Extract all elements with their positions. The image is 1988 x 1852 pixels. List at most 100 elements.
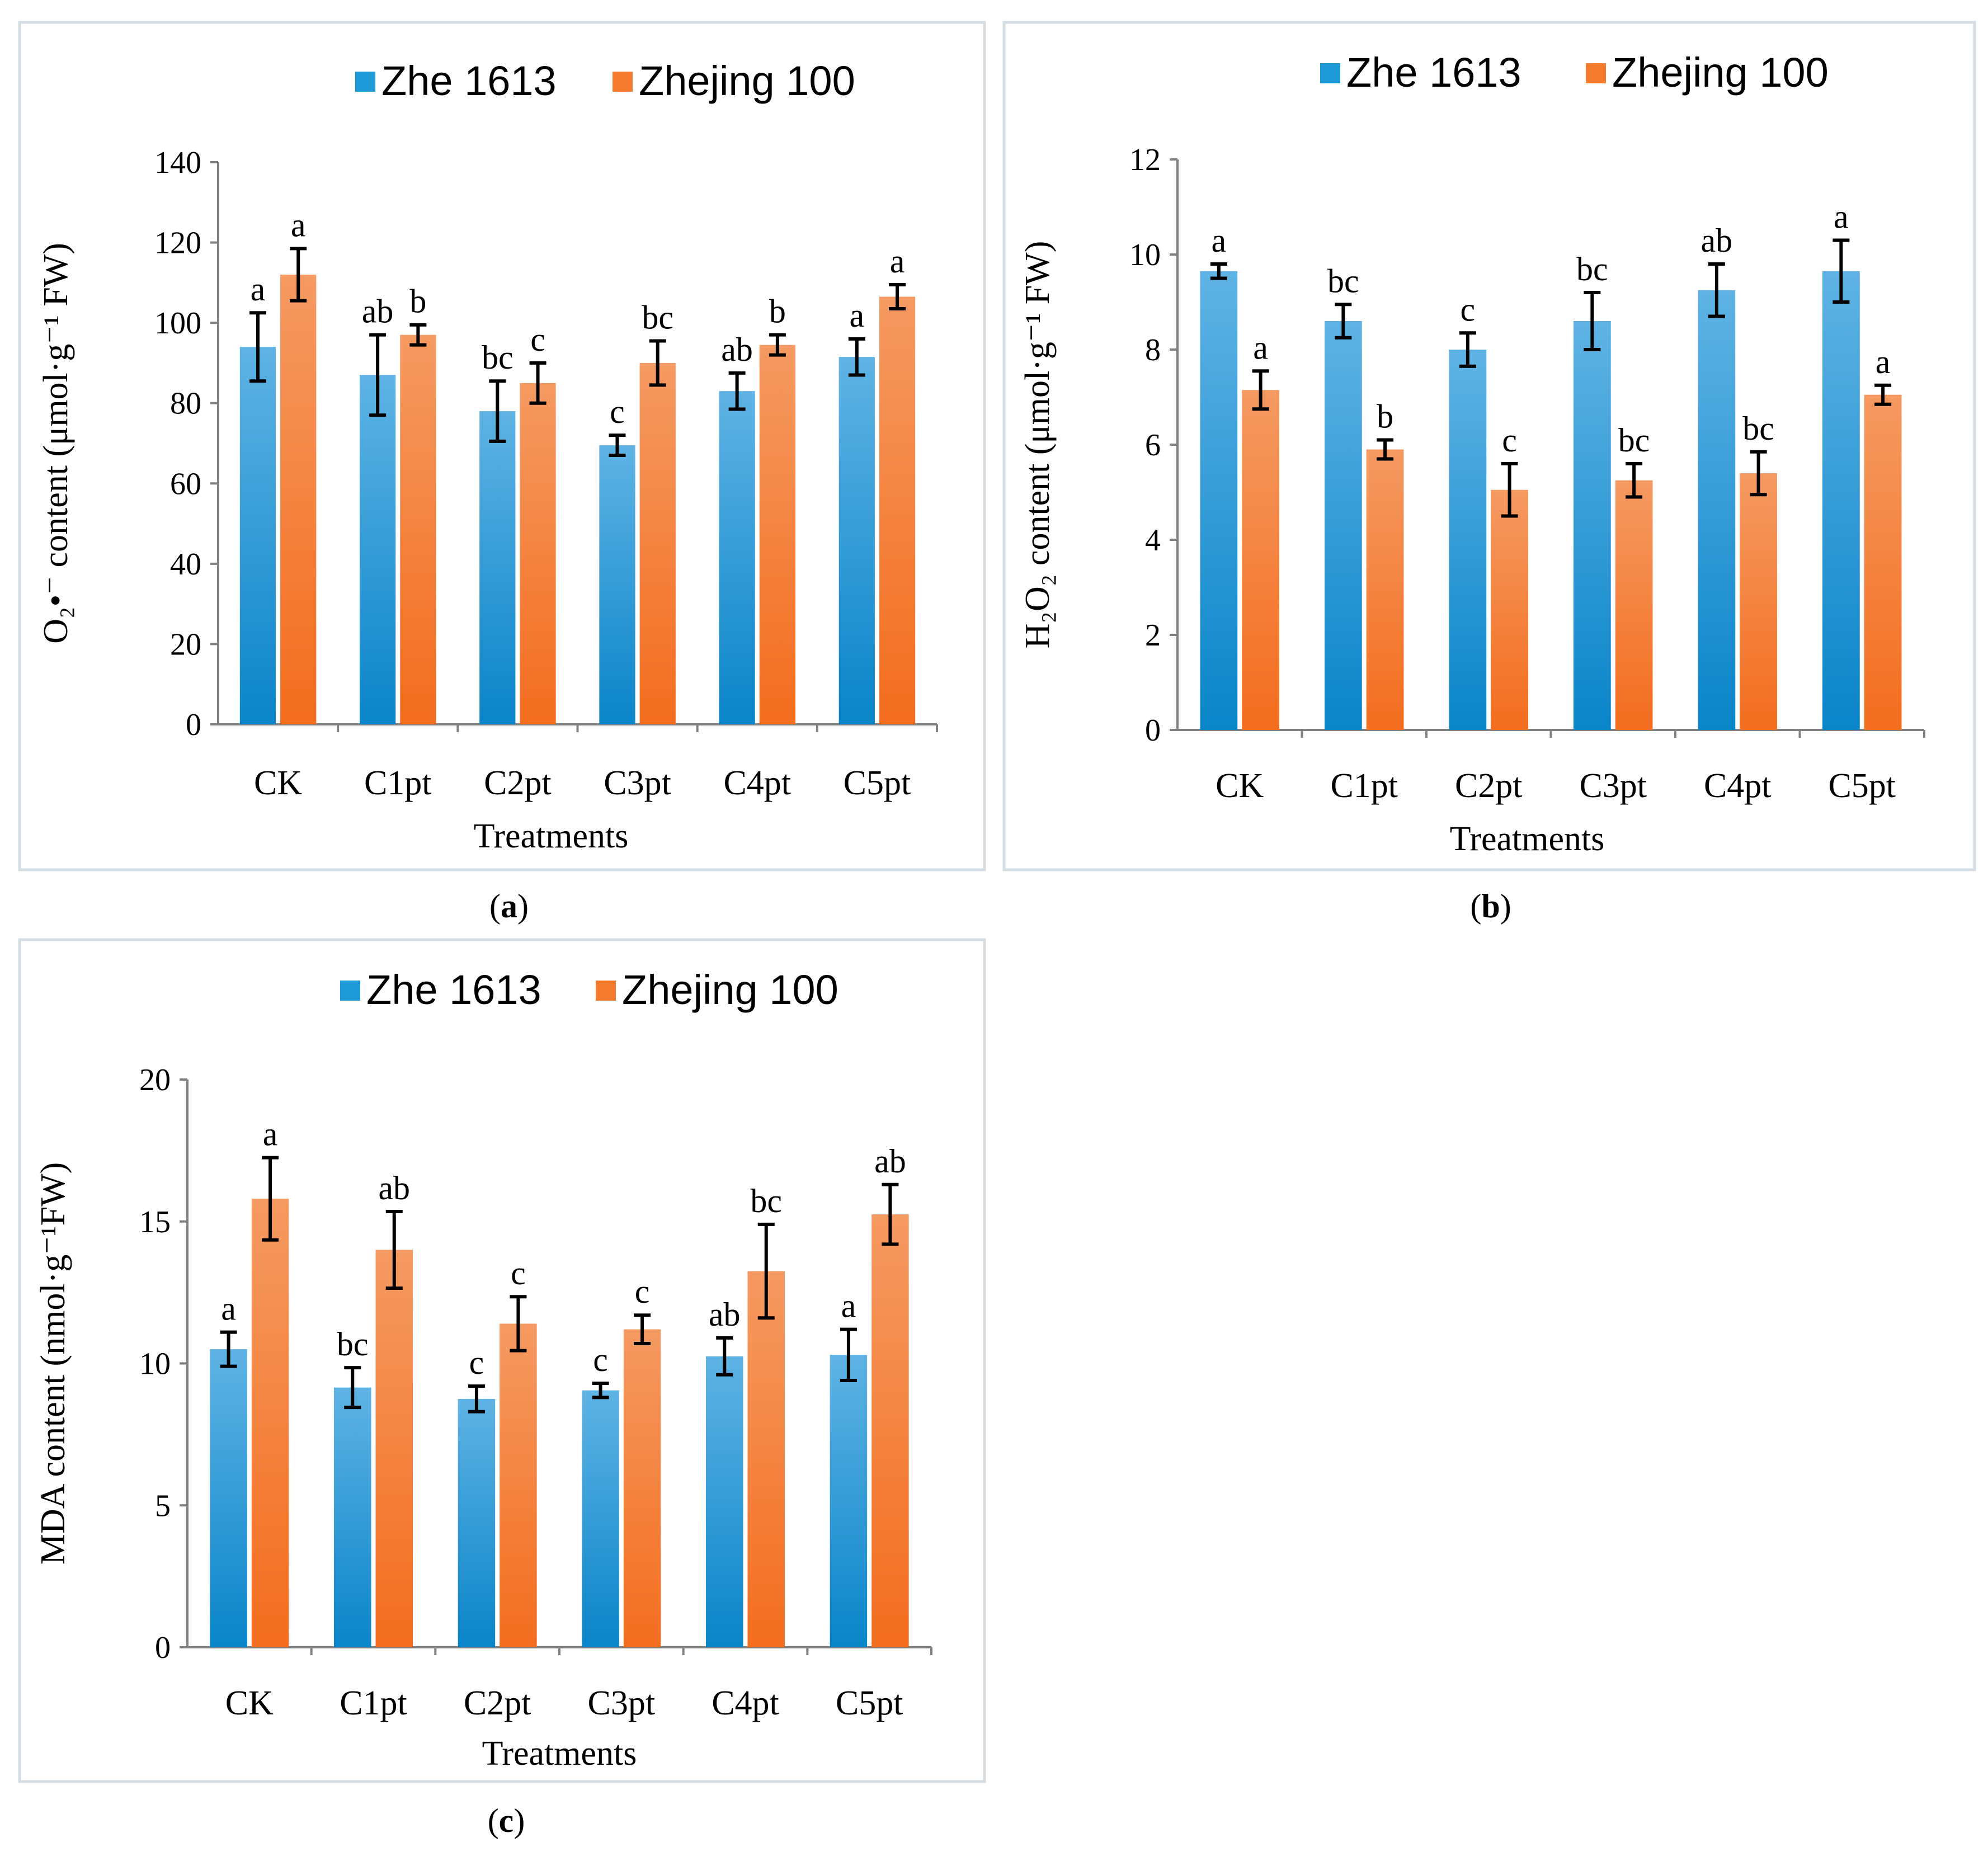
significance-letter: bc	[337, 1326, 369, 1363]
error-bar-zhe-1613	[344, 1366, 361, 1410]
x-tick-label: C5pt	[1828, 767, 1896, 805]
significance-letter: c	[1461, 291, 1476, 328]
panel-caption: (b)	[1470, 888, 1511, 925]
legend-label-zhejing-100: Zhejing 100	[1612, 49, 1829, 96]
significance-letter: c	[469, 1344, 484, 1381]
bar-zhe-1613	[334, 1387, 371, 1647]
x-tick-label: C5pt	[844, 764, 911, 802]
y-tick-label: 10	[1129, 238, 1161, 272]
bar-zhe-1613	[210, 1349, 247, 1647]
error-bar-zhe-1613	[848, 337, 865, 377]
significance-letter: bc	[482, 339, 514, 376]
significance-letter: ab	[1701, 222, 1733, 259]
significance-letter: bc	[1576, 251, 1608, 288]
legend-swatch-zhe-1613	[1320, 63, 1340, 83]
significance-letter: a	[841, 1288, 856, 1325]
significance-letter: b	[769, 293, 786, 330]
y-tick-label: 0	[1145, 713, 1161, 748]
error-bar-zhe-1613	[249, 311, 266, 383]
significance-letter: c	[593, 1341, 608, 1378]
y-axis-title: O₂•⁻ content (μmol·g⁻¹ FW)	[37, 243, 75, 644]
legend: Zhe 1613 Zhejing 100	[1320, 49, 1829, 96]
significance-letter: bc	[750, 1182, 782, 1219]
significance-letter: ab	[378, 1170, 410, 1207]
error-bar-zhejing-100	[385, 1209, 403, 1290]
significance-letter: bc	[1327, 262, 1359, 299]
y-tick-label: 15	[139, 1205, 171, 1240]
y-tick-label: 20	[139, 1063, 171, 1097]
x-tick-label: C1pt	[1330, 767, 1398, 805]
error-bar-zhejing-100	[634, 1313, 651, 1345]
x-tick-label: C5pt	[836, 1684, 903, 1722]
bar-zhe-1613	[1698, 290, 1736, 730]
significance-letter: a	[1876, 343, 1891, 380]
y-tick-label: 0	[155, 1630, 171, 1665]
significance-letter: a	[251, 271, 266, 308]
bar-zhejing-100	[400, 334, 436, 724]
bar-zhe-1613	[1325, 321, 1362, 730]
bar-zhejing-100	[520, 383, 556, 724]
significance-letter: ab	[709, 1296, 741, 1333]
error-bar-zhejing-100	[262, 1156, 279, 1242]
x-tick-label: C1pt	[340, 1684, 407, 1722]
bar-zhe-1613	[719, 391, 755, 724]
bar-zhejing-100	[1366, 449, 1404, 730]
error-bar-zhe-1613	[1832, 238, 1850, 304]
chart-panel-a: Zhe 1613 Zhejing 100 0 20 40 60 80 100 120 140 O₂•…	[18, 21, 986, 925]
error-bar-zhe-1613	[489, 379, 506, 443]
y-tick-label: 20	[170, 627, 201, 662]
significance-letter: a	[890, 243, 905, 280]
error-bar-zhe-1613	[1210, 262, 1227, 280]
significance-letter: a	[263, 1116, 278, 1153]
bar-zhejing-100	[280, 275, 317, 724]
y-tick-label: 0	[186, 708, 201, 742]
significance-letter: ab	[362, 293, 394, 330]
bar-zhejing-100	[251, 1199, 289, 1647]
error-bar-zhejing-100	[1377, 438, 1394, 461]
significance-letter: a	[1253, 329, 1268, 366]
y-axis-title: MDA content (nmol·g⁻¹FW)	[34, 1162, 72, 1564]
significance-letter: a	[1834, 199, 1849, 235]
bar-zhe-1613	[479, 411, 516, 724]
significance-letter: bc	[1742, 410, 1774, 447]
bar-zhejing-100	[1491, 489, 1528, 730]
y-tick-label: 80	[170, 387, 201, 421]
bar-zhe-1613	[706, 1356, 743, 1647]
bar-zhejing-100	[759, 345, 795, 724]
bar-zhe-1613	[458, 1398, 496, 1647]
x-axis-title: Treatments	[474, 817, 629, 855]
bar-zhejing-100	[1242, 390, 1279, 730]
x-tick-label: C2pt	[464, 1684, 531, 1722]
y-tick-label: 100	[154, 306, 201, 341]
legend-label-zhe-1613: Zhe 1613	[381, 58, 557, 104]
bar-zhe-1613	[582, 1390, 619, 1647]
y-axis-title: H₂O₂ content (μmol·g⁻¹ FW)	[1019, 241, 1057, 649]
bar-zhe-1613	[1200, 271, 1238, 730]
significance-letter: b	[1377, 398, 1393, 435]
significance-letter: bc	[1618, 422, 1650, 459]
error-bar-zhe-1613	[1708, 262, 1725, 318]
error-bar-zhejing-100	[1252, 369, 1269, 411]
bar-zhe-1613	[239, 347, 276, 724]
y-tick-label: 6	[1145, 428, 1161, 463]
bar-zhe-1613	[360, 375, 396, 724]
x-tick-label: C2pt	[1455, 767, 1523, 805]
legend: Zhe 1613 Zhejing 100	[340, 967, 838, 1013]
panel-frame	[1002, 21, 1976, 871]
error-bar-zhejing-100	[769, 333, 786, 357]
error-bar-zhe-1613	[1335, 303, 1352, 340]
bar-zhejing-100	[639, 362, 676, 724]
significance-letter: a	[1212, 222, 1227, 259]
legend-label-zhejing-100: Zhejing 100	[622, 967, 838, 1013]
legend-swatch-zhe-1613	[355, 72, 375, 92]
error-bar-zhejing-100	[1501, 462, 1518, 518]
bar-zhe-1613	[1449, 350, 1487, 730]
error-bar-zhe-1613	[840, 1327, 857, 1382]
legend-swatch-zhe-1613	[340, 981, 360, 1001]
bar-zhejing-100	[1615, 480, 1653, 730]
significance-letter: c	[530, 321, 545, 358]
legend-swatch-zhejing-100	[1586, 63, 1606, 83]
y-tick-label: 4	[1145, 523, 1161, 558]
significance-letter: c	[1502, 422, 1517, 459]
